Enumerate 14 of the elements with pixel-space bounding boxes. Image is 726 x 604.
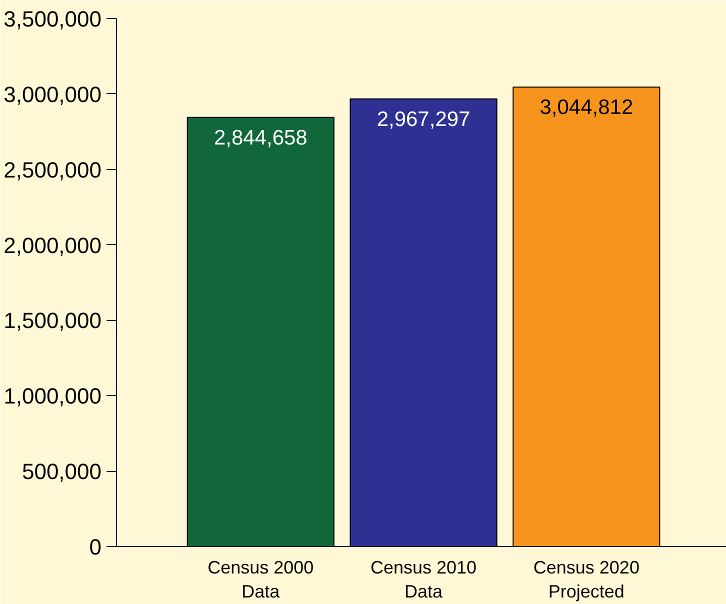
y-tick-label: 500,000: [22, 459, 102, 484]
y-tick-label: 3,000,000: [4, 82, 102, 107]
x-tick-label: Census 2010 Data: [370, 558, 477, 602]
x-tick-label: Census 2020 Projected: [533, 558, 640, 602]
y-tick-label: 2,500,000: [4, 157, 102, 182]
y-tick-label: 1,500,000: [4, 308, 102, 334]
y-tick-label: 0: [89, 534, 102, 560]
y-tick-label: 3,500,000: [4, 6, 102, 32]
x-tick-label: Census 2000 Data: [208, 558, 314, 602]
data-label: 2,967,297: [376, 108, 470, 131]
data-label: 2,844,658: [214, 126, 308, 150]
y-tick-label: 2,000,000: [4, 232, 102, 258]
y-tick-label: 1,000,000: [4, 384, 102, 409]
data-label: 3,044,812: [540, 96, 634, 120]
